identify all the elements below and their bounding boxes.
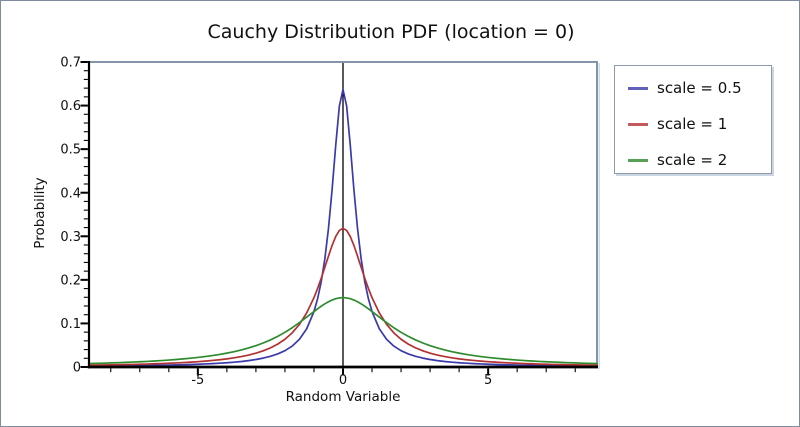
series-curve-0 <box>88 88 598 367</box>
legend-swatch-line <box>628 86 648 90</box>
x-tick-label: -5 <box>191 373 204 388</box>
y-tick-label: 0.7 <box>60 56 81 71</box>
chart-title: Cauchy Distribution PDF (location = 0) <box>207 21 575 43</box>
legend: scale = 0.5 scale = 1 scale = 2 <box>614 65 772 174</box>
series-curve-2 <box>88 296 598 365</box>
y-tick-label: 0.4 <box>60 186 81 201</box>
x-axis-label: Random Variable <box>285 389 401 405</box>
y-tick-label: 0.6 <box>60 99 81 114</box>
x-tick-label: 0 <box>339 373 347 388</box>
x-tick-label: 5 <box>484 373 492 388</box>
y-tick-label: 0.5 <box>60 143 81 158</box>
y-tick-label: 0.2 <box>60 273 81 288</box>
legend-item: scale = 1 <box>615 106 771 142</box>
legend-item: scale = 2 <box>615 142 771 178</box>
legend-label: scale = 0.5 <box>657 79 742 97</box>
legend-label: scale = 1 <box>657 115 728 133</box>
series-curve-1 <box>88 227 598 367</box>
legend-label: scale = 2 <box>657 151 728 169</box>
legend-swatch-line <box>628 158 648 162</box>
legend-swatch-line <box>628 122 648 126</box>
legend-item: scale = 0.5 <box>615 70 771 106</box>
y-axis-label: Probability <box>32 177 48 249</box>
y-tick-label: 0.3 <box>60 230 81 245</box>
y-tick-label: 0.1 <box>60 317 81 332</box>
y-tick-label: 0 <box>73 361 81 376</box>
